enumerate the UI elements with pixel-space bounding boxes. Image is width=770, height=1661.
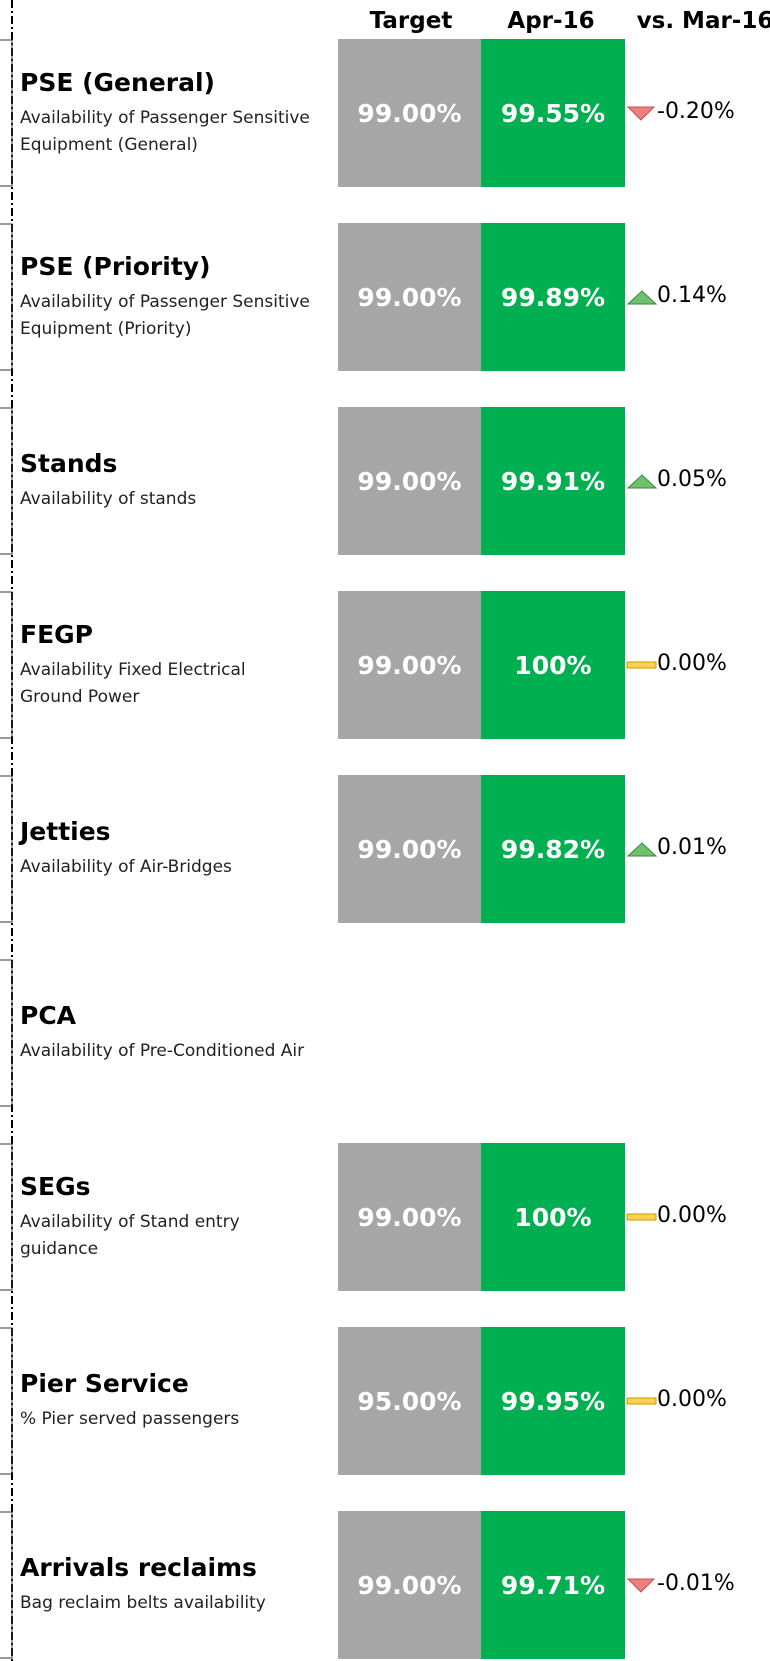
- change-cell: 0.00%: [657, 1203, 727, 1228]
- change-cell: -0.01%: [657, 1571, 735, 1596]
- row-label: PSE (Priority) Availability of Passenger …: [20, 223, 310, 371]
- row-description: Availability of Pre-Conditioned Air: [20, 1041, 305, 1061]
- row-title: PSE (General): [20, 67, 215, 97]
- row-title: Stands: [20, 449, 118, 478]
- actual-cell: 99.89%: [481, 223, 625, 371]
- actual-cell: 99.82%: [481, 775, 625, 923]
- row-description: Availability of Air-Bridges: [20, 857, 232, 877]
- target-cell: 99.00%: [338, 1143, 481, 1291]
- target-cell: 95.00%: [338, 1327, 481, 1475]
- trend-icon: [626, 290, 658, 305]
- target-cell: 99.00%: [338, 1511, 481, 1659]
- change-cell: 0.05%: [657, 467, 727, 492]
- trend-icon: [626, 661, 657, 669]
- actual-cell: 100%: [481, 591, 625, 739]
- row-label: Arrivals reclaims Bag reclaim belts avail…: [20, 1511, 310, 1659]
- target-cell: 99.00%: [338, 223, 481, 371]
- change-cell: -0.20%: [657, 99, 735, 124]
- column-header: vs. Mar-16: [636, 8, 770, 34]
- row-description: Availability of stands: [20, 489, 197, 509]
- actual-cell: 99.95%: [481, 1327, 625, 1475]
- row-label: Pier Service % Pier served passengers: [20, 1327, 310, 1475]
- row-description: Availability of Passenger Sensitive Equi…: [20, 291, 310, 339]
- row-title: Jetties: [20, 817, 111, 846]
- change-cell: 0.00%: [657, 651, 727, 676]
- row-label: PCA Availability of Pre-Conditioned Air: [20, 959, 310, 1107]
- trend-icon: [626, 474, 658, 489]
- target-cell: 99.00%: [338, 591, 481, 739]
- trend-icon: [626, 1213, 657, 1221]
- row-label: Stands Availability of stands: [20, 407, 310, 555]
- target-cell: 99.00%: [338, 775, 481, 923]
- row-bracket: [0, 775, 13, 923]
- row-description: Availability of Stand entry guidance: [20, 1211, 240, 1259]
- change-cell: 0.01%: [657, 835, 727, 860]
- column-header: Target: [369, 8, 453, 34]
- row-title: FEGP: [20, 619, 93, 649]
- target-cell: 99.00%: [338, 39, 481, 187]
- row-title: PSE (Priority): [20, 251, 211, 281]
- row-bracket: [0, 591, 13, 739]
- row-label: PSE (General) Availability of Passenger S…: [20, 39, 310, 187]
- row-bracket: [0, 959, 13, 1107]
- row-bracket: [0, 1511, 13, 1659]
- row-description: Availability Fixed Electrical Ground Pow…: [20, 659, 246, 707]
- row-bracket: [0, 39, 13, 187]
- row-title: Pier Service: [20, 1369, 189, 1398]
- actual-cell: 99.55%: [481, 39, 625, 187]
- row-bracket: [0, 1327, 13, 1475]
- row-bracket: [0, 407, 13, 555]
- row-bracket: [0, 1143, 13, 1291]
- target-cell: 99.00%: [338, 407, 481, 555]
- row-label: FEGP Availability Fixed Electrical Ground…: [20, 591, 310, 739]
- actual-cell: 100%: [481, 1143, 625, 1291]
- change-cell: 0.00%: [657, 1387, 727, 1412]
- row-description: % Pier served passengers: [20, 1409, 240, 1429]
- trend-icon: [626, 1397, 657, 1405]
- row-title: SEGs: [20, 1171, 91, 1201]
- actual-cell: 99.71%: [481, 1511, 625, 1659]
- trend-icon: [626, 1578, 656, 1593]
- actual-cell: 99.91%: [481, 407, 625, 555]
- row-description: Availability of Passenger Sensitive Equi…: [20, 107, 310, 155]
- row-bracket: [0, 223, 13, 371]
- column-header: Apr-16: [507, 8, 595, 34]
- row-title: Arrivals reclaims: [20, 1553, 257, 1582]
- row-title: PCA: [20, 1001, 77, 1030]
- trend-icon: [626, 106, 656, 121]
- row-label: Jetties Availability of Air-Bridges: [20, 775, 310, 923]
- row-label: SEGs Availability of Stand entry guidance: [20, 1143, 310, 1291]
- trend-icon: [626, 842, 658, 857]
- change-cell: 0.14%: [657, 283, 727, 308]
- row-description: Bag reclaim belts availability: [20, 1593, 266, 1613]
